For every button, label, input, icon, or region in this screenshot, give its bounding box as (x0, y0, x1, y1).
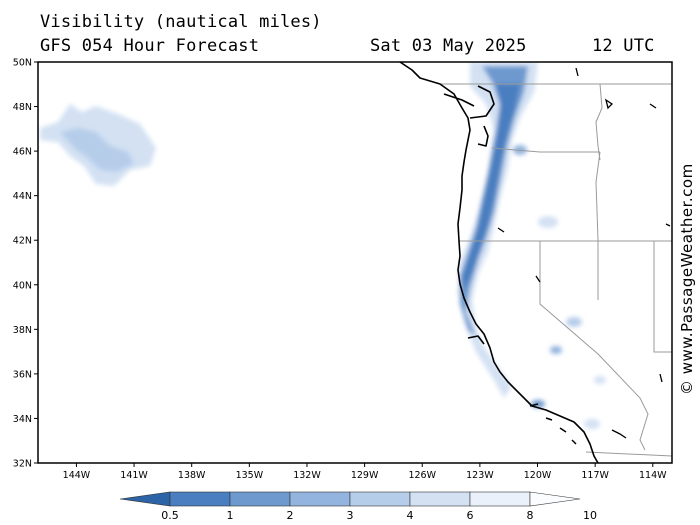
lat-tick-label: 48N (13, 102, 32, 113)
lon-tick-label: 141W (120, 470, 148, 481)
lat-tick-label: 36N (13, 369, 32, 380)
lat-tick-label: 44N (13, 191, 32, 202)
legend-swatch (229, 491, 291, 507)
forecast-hour: GFS 054 Hour Forecast (40, 36, 260, 56)
legend-colorbar: 0.5 1 2 3 4 6 8 10 (119, 491, 597, 522)
forecast-date: Sat 03 May 2025 (370, 36, 527, 56)
website-credit: © www.PassageWeather.com (678, 163, 696, 395)
lon-tick-label: 132W (293, 470, 321, 481)
lat-tick-label: 34N (13, 414, 32, 425)
lat-tick-label: 40N (13, 280, 32, 291)
lat-tick-label: 38N (13, 325, 32, 336)
legend-swatch (289, 491, 351, 507)
legend-label: 4 (407, 509, 414, 522)
legend-label: 3 (347, 509, 354, 522)
forecast-time: 12 UTC (592, 36, 655, 56)
visibility-shading-offshore (40, 104, 156, 186)
channel-islands (529, 403, 577, 445)
lon-tick-label: 138W (178, 470, 206, 481)
coastline (399, 62, 599, 463)
lat-tick-label: 46N (13, 147, 32, 158)
legend-label: 8 (527, 509, 534, 522)
forecast-subtitle: GFS 054 Hour Forecast Sat 03 May 2025 12… (40, 36, 660, 56)
axis-ticks: 32N 34N 36N 38N 40N 42N 44N 46N 48N 50N 144W 141W 13… (13, 58, 667, 482)
map-title: Visibility (nautical miles) (40, 12, 322, 32)
legend-label: 10 (583, 509, 597, 522)
legend-label: 2 (287, 509, 294, 522)
lon-tick-label: 114W (639, 470, 667, 481)
visibility-shading-coastal (458, 62, 606, 429)
legend-swatch (169, 491, 231, 507)
lon-tick-label: 135W (236, 470, 264, 481)
lon-tick-label: 126W (408, 470, 436, 481)
inland-lakes (497, 67, 671, 439)
state-boundaries (440, 83, 672, 457)
legend-swatch (529, 491, 581, 507)
legend-swatch (119, 491, 171, 507)
map-frame (37, 61, 673, 464)
legend-label: 1 (227, 509, 234, 522)
lon-tick-label: 117W (581, 470, 609, 481)
lon-tick-label: 144W (63, 470, 91, 481)
legend-swatch (409, 491, 471, 507)
legend-label: 0.5 (161, 509, 179, 522)
lat-tick-label: 32N (13, 459, 32, 470)
lat-tick-label: 50N (13, 58, 32, 69)
legend-label: 6 (467, 509, 474, 522)
legend-swatch (349, 491, 411, 507)
lon-tick-label: 123W (466, 470, 494, 481)
lon-tick-label: 129W (351, 470, 379, 481)
lat-tick-label: 42N (13, 236, 32, 247)
legend-swatch (469, 491, 531, 507)
lon-tick-label: 120W (524, 470, 552, 481)
